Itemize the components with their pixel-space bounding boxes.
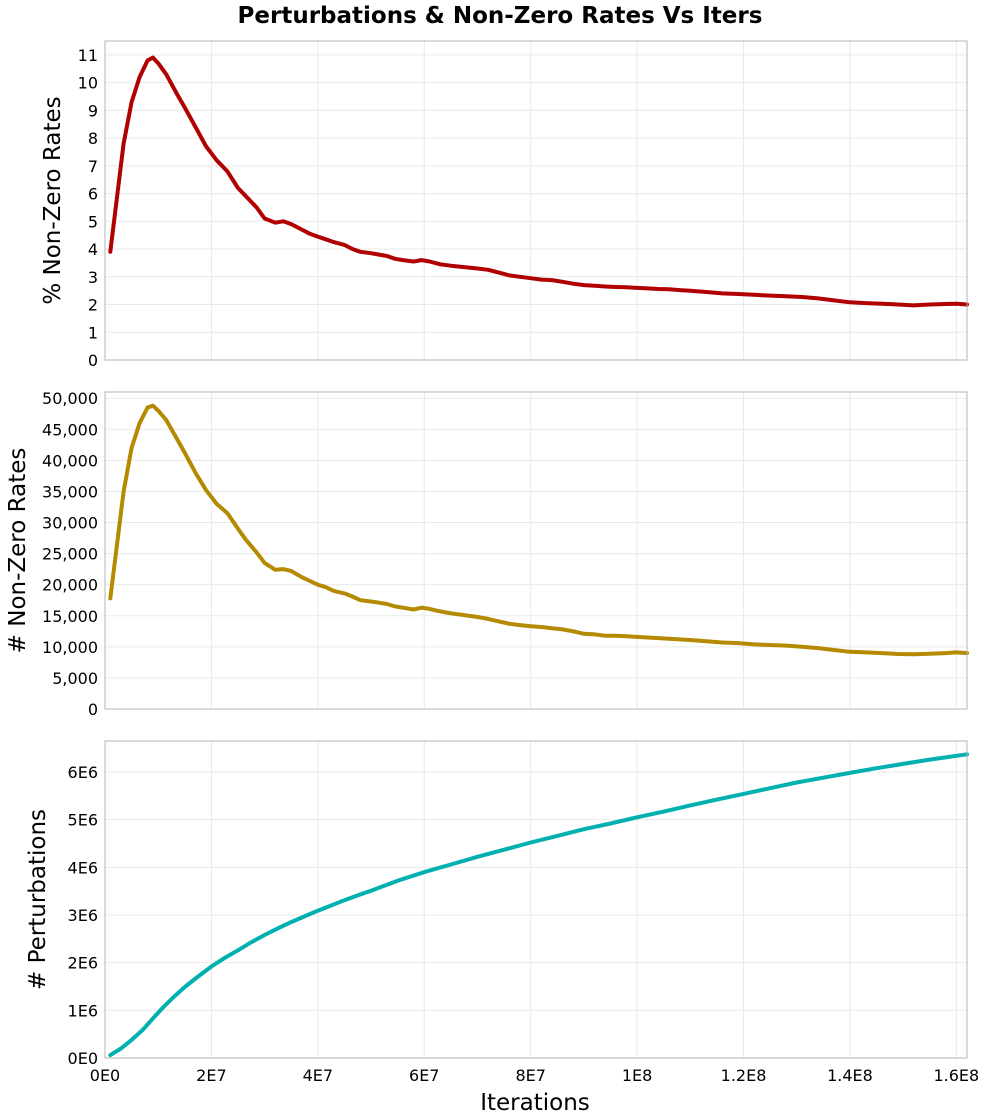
perturbations-y-tick-label: 4E6 — [68, 858, 98, 877]
count-nonzero-y-ticks: 0 5,000 10,000 15,000 20,000 25,000 30,000 35,0… — [42, 389, 98, 719]
x-tick-label: 4E7 — [303, 1066, 333, 1085]
perturbations-line — [108, 752, 969, 1058]
panel-pct-nonzero: 0 1 2 3 4 5 6 7 8 9 10 11 % Non-Zero Rates — [40, 40, 969, 370]
count-nonzero-frame — [104, 391, 968, 710]
perturbations-y-tick-label: 2E6 — [68, 954, 98, 973]
count-nonzero-y-tick-label: 15,000 — [42, 607, 98, 626]
x-tick-label: 0E0 — [90, 1066, 120, 1085]
pct-nonzero-y-tick-label: 3 — [88, 268, 98, 287]
panel-count-nonzero: 0 5,000 10,000 15,000 20,000 25,000 30,000 35,0… — [5, 389, 969, 719]
perturbations-y-tick-label: 0E0 — [68, 1049, 98, 1068]
pct-nonzero-frame — [104, 40, 968, 361]
count-nonzero-y-tick-label: 20,000 — [42, 576, 98, 595]
perturbations-y-tick-label: 1E6 — [68, 1001, 98, 1020]
x-tick-label: 6E7 — [409, 1066, 439, 1085]
pct-nonzero-y-tick-label: 7 — [88, 157, 98, 176]
pct-nonzero-y-tick-label: 2 — [88, 296, 98, 315]
x-tick-label: 8E7 — [515, 1066, 545, 1085]
pct-nonzero-y-tick-label: 10 — [78, 74, 98, 93]
perturbations-y-ticks: 0E0 1E6 2E6 3E6 4E6 5E6 6E6 — [68, 763, 98, 1068]
count-nonzero-y-tick-label: 0 — [88, 700, 98, 719]
pct-nonzero-y-tick-label: 5 — [88, 212, 98, 231]
count-nonzero-y-tick-label: 30,000 — [42, 514, 98, 533]
pct-nonzero-y-tick-label: 8 — [88, 129, 98, 148]
x-tick-label: 1.4E8 — [827, 1066, 873, 1085]
x-axis-label: Iterations — [480, 1090, 590, 1116]
perturbations-y-tick-label: 3E6 — [68, 906, 98, 925]
pct-nonzero-y-tick-label: 1 — [88, 323, 98, 342]
count-nonzero-y-tick-label: 35,000 — [42, 482, 98, 501]
perturbations-y-tick-label: 6E6 — [68, 763, 98, 782]
pct-nonzero-y-tick-label: 6 — [88, 185, 98, 204]
perturbations-frame — [104, 740, 968, 1059]
x-tick-label: 1E8 — [622, 1066, 652, 1085]
x-tick-label: 2E7 — [196, 1066, 226, 1085]
count-nonzero-y-tick-label: 5,000 — [52, 669, 98, 688]
count-nonzero-grid — [104, 392, 967, 710]
pct-nonzero-y-tick-label: 9 — [88, 101, 98, 120]
count-nonzero-y-tick-label: 40,000 — [42, 451, 98, 470]
chart-title: Perturbations & Non-Zero Rates Vs Iters — [238, 3, 763, 29]
x-tick-label: 1.2E8 — [721, 1066, 767, 1085]
count-nonzero-y-tick-label: 10,000 — [42, 638, 98, 657]
pct-nonzero-y-axis-label: % Non-Zero Rates — [40, 96, 66, 304]
pct-nonzero-grid — [104, 41, 967, 361]
count-nonzero-y-axis-label: # Non-Zero Rates — [5, 448, 31, 654]
perturbations-y-axis-label: # Perturbations — [25, 809, 51, 990]
perturbations-grid — [104, 741, 967, 1059]
panel-perturbations: 0E0 1E6 2E6 3E6 4E6 5E6 6E6 # Perturbations — [25, 740, 969, 1068]
count-nonzero-y-tick-label: 25,000 — [42, 545, 98, 564]
perturbations-y-tick-label: 5E6 — [68, 811, 98, 830]
x-axis-ticks: 0E0 2E7 4E7 6E7 8E7 1E8 1.2E8 1.4E8 1.6E8 — [90, 1066, 979, 1085]
count-nonzero-y-tick-label: 45,000 — [42, 420, 98, 439]
pct-nonzero-y-tick-label: 4 — [88, 240, 98, 259]
pct-nonzero-y-tick-label: 0 — [88, 351, 98, 370]
x-tick-label: 1.6E8 — [933, 1066, 979, 1085]
count-nonzero-y-tick-label: 50,000 — [42, 389, 98, 408]
pct-nonzero-y-tick-label: 11 — [78, 46, 98, 65]
pct-nonzero-line — [108, 55, 969, 308]
count-nonzero-line — [108, 403, 969, 657]
pct-nonzero-y-ticks: 0 1 2 3 4 5 6 7 8 9 10 11 — [78, 46, 98, 370]
